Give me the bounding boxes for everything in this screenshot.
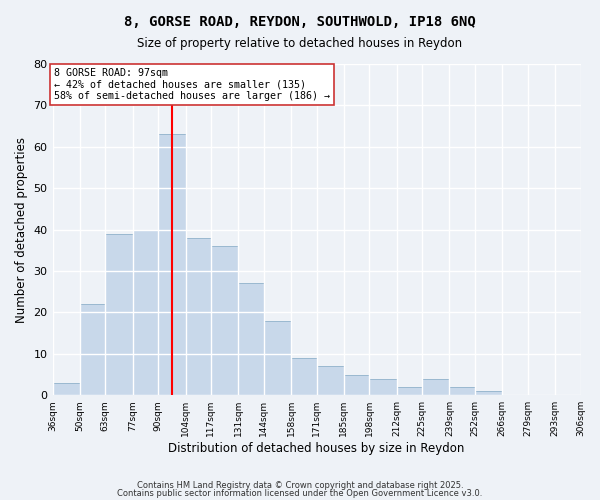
Y-axis label: Number of detached properties: Number of detached properties <box>15 136 28 322</box>
Bar <box>370 378 397 395</box>
Bar <box>158 134 185 395</box>
Bar <box>397 387 422 395</box>
Bar <box>211 246 238 395</box>
Bar <box>475 391 502 395</box>
Bar <box>133 230 158 395</box>
Bar <box>291 358 317 395</box>
Text: Size of property relative to detached houses in Reydon: Size of property relative to detached ho… <box>137 38 463 51</box>
Text: 8 GORSE ROAD: 97sqm
← 42% of detached houses are smaller (135)
58% of semi-detac: 8 GORSE ROAD: 97sqm ← 42% of detached ho… <box>55 68 331 102</box>
Bar <box>422 378 449 395</box>
Bar <box>317 366 344 395</box>
Bar <box>238 284 264 395</box>
Bar <box>344 374 370 395</box>
Text: 8, GORSE ROAD, REYDON, SOUTHWOLD, IP18 6NQ: 8, GORSE ROAD, REYDON, SOUTHWOLD, IP18 6… <box>124 15 476 29</box>
Bar <box>185 238 211 395</box>
Bar <box>53 383 80 395</box>
Text: Contains public sector information licensed under the Open Government Licence v3: Contains public sector information licen… <box>118 489 482 498</box>
Bar <box>106 234 133 395</box>
X-axis label: Distribution of detached houses by size in Reydon: Distribution of detached houses by size … <box>169 442 465 455</box>
Bar <box>80 304 106 395</box>
Text: Contains HM Land Registry data © Crown copyright and database right 2025.: Contains HM Land Registry data © Crown c… <box>137 480 463 490</box>
Bar <box>264 320 291 395</box>
Bar <box>449 387 475 395</box>
